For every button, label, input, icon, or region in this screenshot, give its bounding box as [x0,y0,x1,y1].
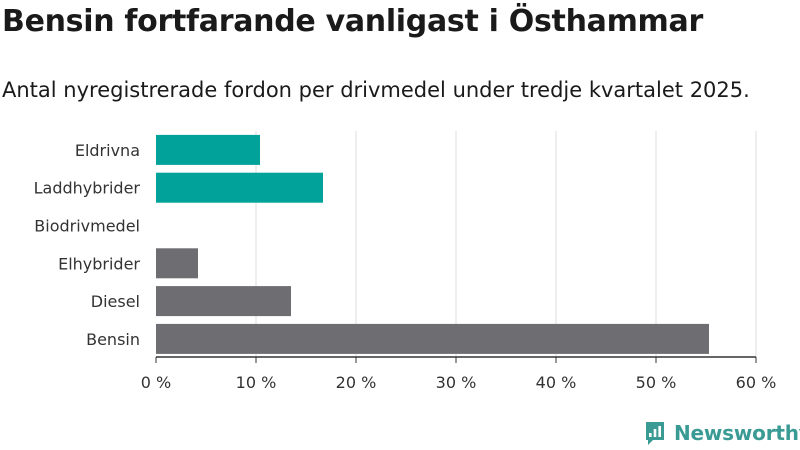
x-tick-label: 30 % [436,373,477,392]
newsworthy-logo-icon [646,422,664,445]
bar [156,172,323,203]
x-tick-label: 60 % [736,373,777,392]
x-tick-label: 20 % [336,373,377,392]
category-label: Eldrivna [75,141,140,160]
bar [156,134,260,165]
gridlines [255,131,757,357]
category-labels: Eldrivna Laddhybrider Biodrivmedel Elhybrid… [34,141,141,349]
category-label: Bensin [86,330,140,349]
x-tick-label: 50 % [636,373,677,392]
category-label: Diesel [91,292,140,311]
x-axis: 0 % 10 % 20 % 30 % 40 % 50 % 60 % [141,356,777,392]
bar [156,323,709,354]
x-tick-label: 10 % [236,373,277,392]
category-label: Laddhybrider [34,179,141,198]
x-tick-label: 0 % [141,373,171,392]
category-label: Biodrivmedel [34,217,140,236]
chart-subtitle: Antal nyregistrerade fordon per drivmede… [2,78,750,102]
bars [156,134,709,354]
category-label: Elhybrider [58,254,140,273]
bar [156,248,198,279]
chart-title: Bensin fortfarande vanligast i Östhammar [2,4,703,39]
newsworthy-logo-text: Newsworthy [674,421,800,445]
x-tick-label: 40 % [536,373,577,392]
newsworthy-logo: Newsworthy [644,420,800,446]
bar [156,286,291,317]
